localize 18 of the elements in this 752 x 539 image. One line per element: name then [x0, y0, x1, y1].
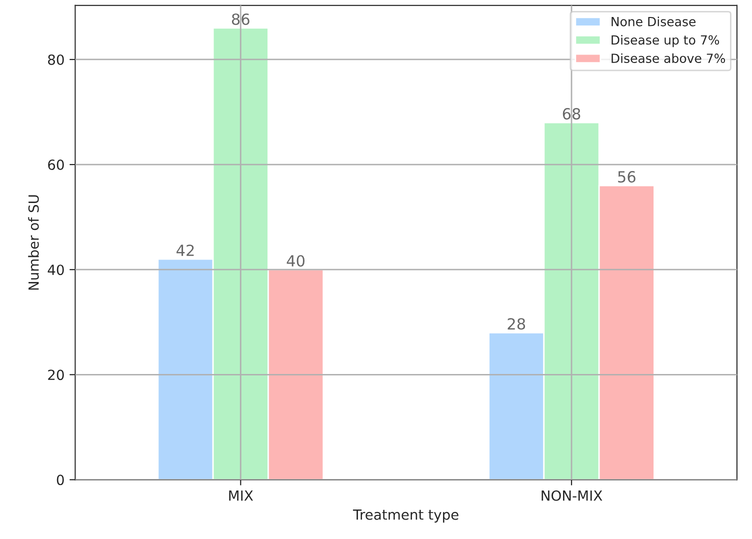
x-tick-label: NON-MIX	[542, 490, 602, 501]
y-tick-label: 60	[48, 160, 64, 170]
data-label: 68	[562, 108, 580, 120]
x-axis-title: Treatment type	[352, 510, 458, 523]
data-label: 42	[176, 244, 194, 256]
y-axis-title: Number of SU	[28, 195, 39, 290]
y-tick-label: 40	[48, 264, 64, 276]
data-label: 86	[232, 13, 250, 26]
legend-label: None Disease	[612, 16, 696, 26]
data-label: 56	[618, 171, 636, 183]
legend-label: Disease up to 7%	[612, 34, 720, 48]
legend-label: Disease above 7%	[612, 53, 726, 64]
y-tick-label: 80	[48, 54, 64, 65]
x-tick-label: MIX	[229, 490, 253, 501]
data-label: 40	[286, 255, 304, 267]
data-label: 28	[508, 318, 526, 330]
y-tick-label: 20	[48, 370, 64, 380]
y-tick-label: 0	[56, 474, 64, 486]
